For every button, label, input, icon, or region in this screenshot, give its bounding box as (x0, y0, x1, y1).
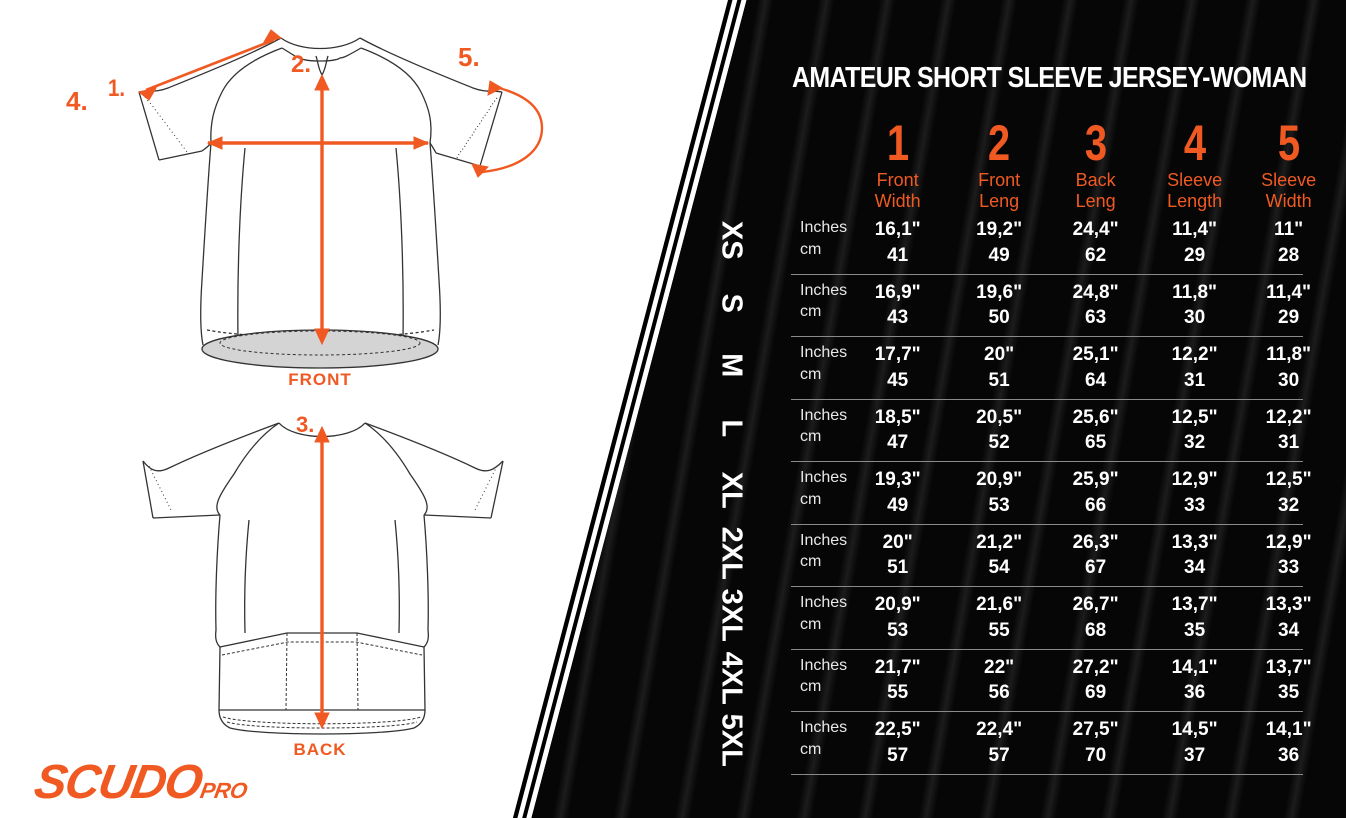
svg-text:1.: 1. (108, 74, 125, 101)
svg-text:2.: 2. (291, 51, 311, 78)
svg-text:3.: 3. (296, 412, 314, 437)
svg-text:FRONT: FRONT (288, 370, 352, 389)
svg-text:5.: 5. (458, 42, 480, 72)
svg-text:BACK: BACK (293, 740, 346, 759)
svg-text:4.: 4. (66, 86, 88, 116)
